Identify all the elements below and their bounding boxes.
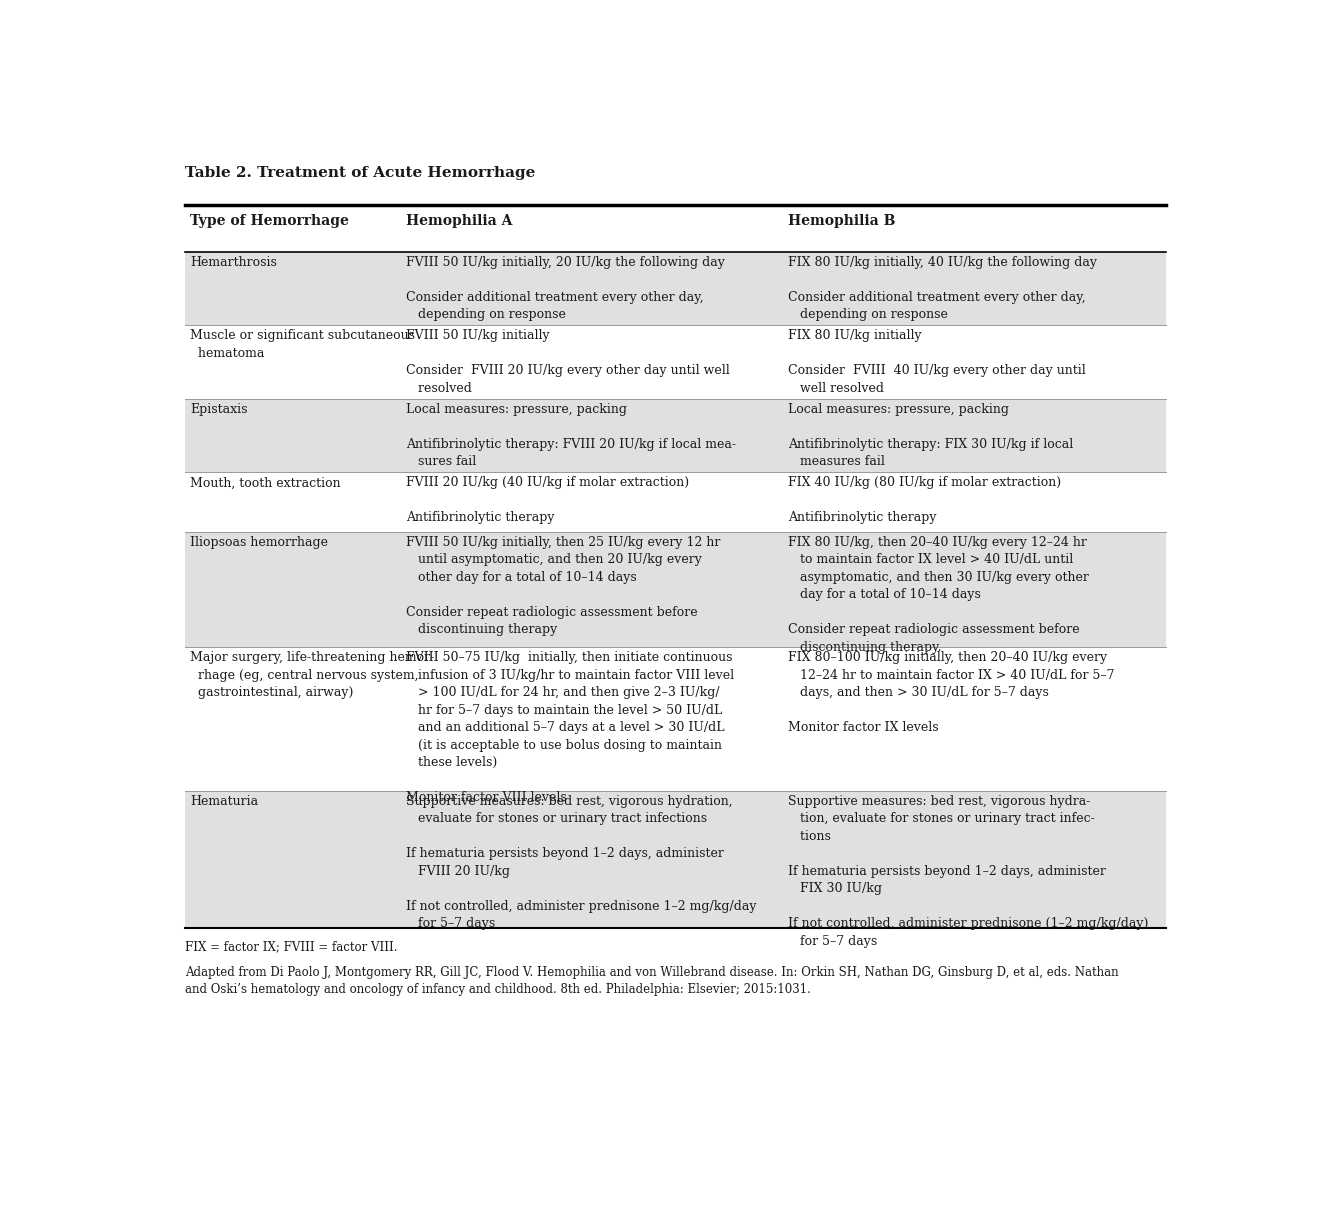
Text: FVIII 20 IU/kg (40 IU/kg if molar extraction)

Antifibrinolytic therapy: FVIII 20 IU/kg (40 IU/kg if molar extrac…	[406, 476, 689, 524]
Text: Major surgery, life-threatening hemor-
  rhage (eg, central nervous system,
  ga: Major surgery, life-threatening hemor- r…	[190, 651, 435, 699]
Text: Hemarthrosis: Hemarthrosis	[190, 256, 277, 269]
Text: Supportive measures: bed rest, vigorous hydra-
   tion, evaluate for stones or u: Supportive measures: bed rest, vigorous …	[788, 795, 1149, 947]
Bar	[185, 647, 1165, 790]
Bar	[185, 252, 1165, 325]
Text: FVIII 50–75 IU/kg  initially, then initiate continuous
   infusion of 3 IU/kg/hr: FVIII 50–75 IU/kg initially, then initia…	[406, 651, 734, 805]
Text: Local measures: pressure, packing

Antifibrinolytic therapy: FVIII 20 IU/kg if l: Local measures: pressure, packing Antifi…	[406, 402, 735, 469]
Text: Supportive measures: bed rest, vigorous hydration,
   evaluate for stones or uri: Supportive measures: bed rest, vigorous …	[406, 795, 757, 930]
Text: FVIII 50 IU/kg initially, 20 IU/kg the following day

Consider additional treatm: FVIII 50 IU/kg initially, 20 IU/kg the f…	[406, 256, 725, 321]
Text: FIX 80–100 IU/kg initially, then 20–40 IU/kg every
   12–24 hr to maintain facto: FIX 80–100 IU/kg initially, then 20–40 I…	[788, 651, 1115, 734]
Bar	[185, 399, 1165, 472]
Text: FIX = factor IX; FVIII = factor VIII.: FIX = factor IX; FVIII = factor VIII.	[185, 940, 398, 953]
Bar	[185, 472, 1165, 532]
Text: Hemophilia A: Hemophilia A	[406, 214, 513, 228]
Text: FVIII 50 IU/kg initially

Consider  FVIII 20 IU/kg every other day until well
  : FVIII 50 IU/kg initially Consider FVIII …	[406, 330, 730, 395]
Bar	[185, 209, 1165, 252]
Text: FIX 80 IU/kg initially

Consider  FVIII  40 IU/kg every other day until
   well : FIX 80 IU/kg initially Consider FVIII 40…	[788, 330, 1086, 395]
Text: Table 2. Treatment of Acute Hemorrhage: Table 2. Treatment of Acute Hemorrhage	[185, 167, 535, 180]
Text: Iliopsoas hemorrhage: Iliopsoas hemorrhage	[190, 536, 328, 548]
Bar	[185, 790, 1165, 928]
Text: Epistaxis: Epistaxis	[190, 402, 248, 416]
Text: Hematuria: Hematuria	[190, 795, 258, 807]
Text: FVIII 50 IU/kg initially, then 25 IU/kg every 12 hr
   until asymptomatic, and t: FVIII 50 IU/kg initially, then 25 IU/kg …	[406, 536, 721, 637]
Text: Hemophilia B: Hemophilia B	[788, 214, 896, 228]
Text: FIX 80 IU/kg, then 20–40 IU/kg every 12–24 hr
   to maintain factor IX level > 4: FIX 80 IU/kg, then 20–40 IU/kg every 12–…	[788, 536, 1089, 654]
Text: FIX 80 IU/kg initially, 40 IU/kg the following day

Consider additional treatmen: FIX 80 IU/kg initially, 40 IU/kg the fol…	[788, 256, 1098, 321]
Text: FIX 40 IU/kg (80 IU/kg if molar extraction)

Antifibrinolytic therapy: FIX 40 IU/kg (80 IU/kg if molar extracti…	[788, 476, 1061, 524]
Text: Adapted from Di Paolo J, Montgomery RR, Gill JC, Flood V. Hemophilia and von Wil: Adapted from Di Paolo J, Montgomery RR, …	[185, 966, 1119, 997]
Text: Local measures: pressure, packing

Antifibrinolytic therapy: FIX 30 IU/kg if loc: Local measures: pressure, packing Antifi…	[788, 402, 1074, 469]
Text: Muscle or significant subcutaneous
  hematoma: Muscle or significant subcutaneous hemat…	[190, 330, 415, 360]
Bar	[185, 325, 1165, 399]
Text: Mouth, tooth extraction: Mouth, tooth extraction	[190, 476, 341, 489]
Bar	[185, 532, 1165, 647]
Text: Type of Hemorrhage: Type of Hemorrhage	[190, 214, 349, 228]
